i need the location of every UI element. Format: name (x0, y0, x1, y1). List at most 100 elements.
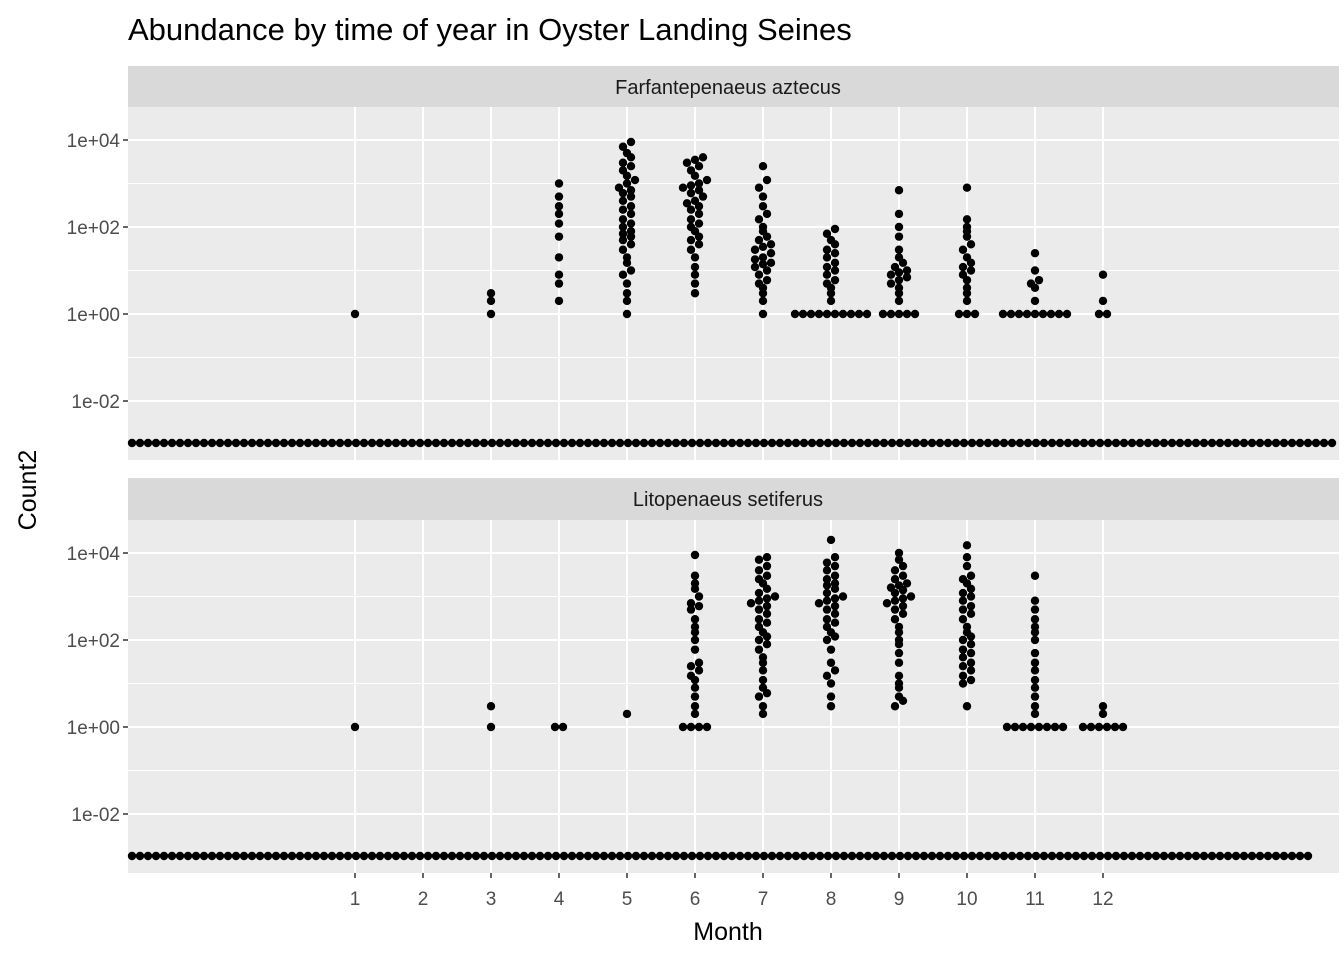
zero-count-point (911, 438, 921, 448)
zero-count-point (359, 851, 369, 861)
count-point (690, 692, 700, 701)
count-point (1094, 309, 1104, 319)
count-point (1030, 628, 1040, 637)
count-point (762, 561, 772, 571)
zero-count-point (647, 851, 657, 861)
count-point (958, 661, 968, 671)
zero-count-point (191, 851, 201, 861)
zero-count-point (575, 851, 585, 861)
count-point (762, 618, 772, 627)
zero-count-point (303, 438, 313, 448)
zero-count-point (1311, 438, 1321, 448)
zero-count-point (847, 438, 857, 448)
zero-count-point (623, 438, 633, 448)
count-point (690, 279, 700, 288)
zero-count-point (191, 438, 201, 448)
zero-count-point (143, 438, 153, 448)
zero-count-point (1279, 438, 1289, 448)
count-point (754, 635, 764, 645)
zero-count-point (1215, 438, 1225, 448)
count-point (622, 309, 632, 319)
zero-count-point (967, 438, 977, 448)
zero-count-point (1055, 438, 1065, 448)
count-point (822, 615, 832, 624)
count-point (690, 571, 700, 580)
zero-count-point (175, 851, 185, 861)
zero-count-point (623, 851, 633, 861)
zero-count-point (751, 438, 761, 448)
zero-count-point (727, 438, 737, 448)
zero-count-point (319, 851, 329, 861)
zero-count-point (1103, 438, 1113, 448)
zero-count-point (831, 851, 841, 861)
count-point (1030, 266, 1040, 275)
count-point (1030, 596, 1040, 605)
count-point (1118, 722, 1128, 732)
zero-count-point (767, 851, 777, 861)
count-point (962, 702, 972, 711)
count-point (750, 255, 760, 264)
count-point (1030, 296, 1040, 306)
zero-count-point (1191, 851, 1201, 861)
count-point (966, 601, 976, 611)
zero-count-point (135, 851, 145, 861)
count-point (894, 222, 904, 232)
zero-count-point (463, 851, 473, 861)
zero-count-point (1263, 851, 1273, 861)
count-point (686, 181, 696, 190)
count-point (758, 289, 768, 298)
count-point (1046, 309, 1056, 319)
zero-count-point (863, 851, 873, 861)
zero-count-point (815, 438, 825, 448)
y-tick-label: 1e-02 (71, 805, 120, 826)
zero-count-point (1071, 851, 1081, 861)
y-axis-ticks: 1e-02 1e+00 1e+02 1e+04 (67, 544, 128, 826)
zero-count-point (719, 851, 729, 861)
zero-count-point (1031, 438, 1041, 448)
count-point (806, 309, 816, 319)
count-point (898, 696, 908, 706)
zero-count-point (431, 851, 441, 861)
count-point (830, 632, 840, 641)
zero-count-point (1159, 438, 1169, 448)
count-point (966, 675, 976, 685)
count-point (618, 158, 628, 167)
zero-count-point (303, 851, 313, 861)
zero-count-point (503, 438, 513, 448)
zero-count-point (1087, 438, 1097, 448)
zero-count-point (607, 851, 617, 861)
zero-count-point (807, 438, 817, 448)
count-point (886, 309, 896, 319)
zero-count-point (415, 851, 425, 861)
count-point (826, 692, 836, 701)
count-point (830, 224, 840, 234)
count-point (958, 615, 968, 624)
count-point (554, 209, 564, 219)
zero-count-point (703, 851, 713, 861)
facet-panel-top: Farfantepenaeus aztecus 1e-021e+001e+021… (67, 66, 1339, 460)
zero-count-point (375, 438, 385, 448)
count-point (966, 266, 976, 275)
count-point (626, 219, 636, 228)
zero-count-point (751, 851, 761, 861)
zero-count-point (951, 438, 961, 448)
count-point (758, 296, 768, 306)
zero-count-point (927, 851, 937, 861)
zero-count-point (887, 438, 897, 448)
count-point (758, 658, 768, 667)
zero-count-point (407, 851, 417, 861)
zero-count-point (671, 851, 681, 861)
zero-count-point (423, 438, 433, 448)
zero-count-point (775, 851, 785, 861)
count-point (894, 628, 904, 637)
zero-count-point (1015, 851, 1025, 861)
zero-count-point (887, 851, 897, 861)
count-point (898, 258, 908, 268)
count-point (554, 296, 564, 306)
count-point (754, 215, 764, 224)
zero-count-point (1143, 851, 1153, 861)
y-tick-label: 1e-02 (71, 392, 120, 413)
count-point (822, 229, 832, 238)
count-point (690, 155, 700, 165)
zero-count-point (943, 438, 953, 448)
